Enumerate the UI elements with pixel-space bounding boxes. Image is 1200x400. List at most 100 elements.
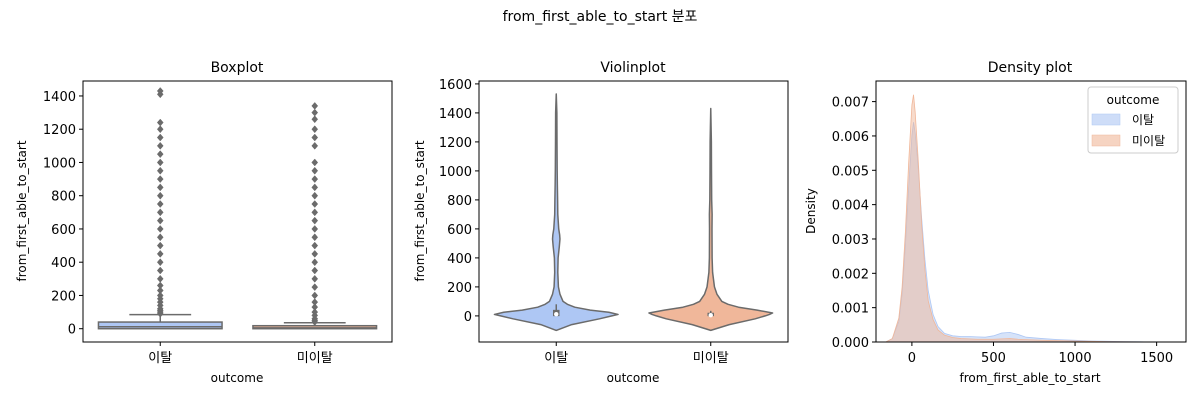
boxplot-panel: Boxplot outcome from_first_able_to_start… (15, 60, 393, 385)
density-xtick-label: 0 (908, 351, 916, 366)
boxplot-outlier (156, 158, 164, 167)
boxplot-outlier (156, 250, 164, 258)
boxplot-outlier (156, 125, 164, 134)
density-ytick-label: 0.004 (832, 199, 869, 214)
boxplot-outlier (156, 118, 164, 127)
violin-median-dot (708, 312, 713, 318)
boxplot-outlier (156, 266, 164, 275)
boxplot-outlier (311, 241, 319, 250)
density-ylabel: Density (804, 188, 818, 234)
violinplot-ylabel: from_first_able_to_start (413, 140, 427, 281)
boxplot-outlier (311, 225, 319, 233)
violinplot-ytick-label: 1600 (439, 78, 472, 93)
boxplot-outlier (156, 175, 164, 183)
boxplot-outlier (311, 266, 319, 275)
boxplot-outlier (311, 108, 319, 117)
boxplot-ylabel: from_first_able_to_start (15, 140, 29, 281)
density-ytick-label: 0.006 (832, 130, 869, 145)
violinplot-ytick-label: 400 (447, 252, 472, 267)
violin-body (648, 107, 774, 332)
density-xlabel: from_first_able_to_start (959, 371, 1100, 385)
violinplot-ytick-label: 600 (447, 223, 472, 238)
boxplot-outlier (311, 274, 319, 283)
boxplot-outlier (311, 200, 319, 208)
density-xtick-label: 1000 (1059, 351, 1092, 366)
boxplot-xtick-label: 이탈 (148, 351, 172, 366)
boxplot-outlier (156, 274, 164, 283)
boxplot-outlier (156, 141, 164, 150)
boxplot-outlier (311, 166, 319, 175)
density-area-series-2 (885, 94, 1173, 343)
boxplot-outlier (311, 141, 319, 150)
boxplot-ytick-label: 1000 (43, 156, 76, 171)
boxplot-outlier (311, 208, 319, 217)
violinplot-panel: Violinplot outcome from_first_able_to_st… (413, 60, 789, 385)
violinplot-ytick-label: 1200 (439, 136, 472, 151)
boxplot-outlier (156, 183, 164, 192)
boxplot-ytick-label: 600 (51, 223, 76, 238)
violinplot-ytick-label: 1400 (439, 107, 472, 122)
violinplot-ytick-label: 800 (447, 194, 472, 209)
boxplot-outlier (156, 291, 164, 300)
violinplot-ytick-label: 200 (447, 281, 472, 296)
boxplot-ytick-label: 1400 (43, 90, 76, 105)
boxplot-outlier (156, 208, 164, 217)
density-ytick-label: 0.005 (832, 164, 869, 179)
boxplot-outlier (311, 115, 319, 124)
figure-suptitle: from_first_able_to_start 분포 (503, 9, 698, 25)
boxplot-outlier (156, 281, 164, 290)
density-xtick-label: 500 (981, 351, 1006, 366)
boxplot-outlier (311, 291, 319, 300)
boxplot-outlier (311, 175, 319, 183)
boxplot-outlier (156, 191, 164, 200)
boxplot-ytick-label: 200 (51, 289, 76, 304)
density-title: Density plot (988, 60, 1073, 76)
boxplot-outlier (311, 250, 319, 258)
density-axes-frame (875, 80, 1187, 343)
boxplot-ytick-label: 400 (51, 256, 76, 271)
violin-body (493, 93, 619, 332)
boxplot-outlier (156, 166, 164, 175)
legend-label: 이탈 (1132, 113, 1154, 127)
boxplot-outlier (311, 125, 319, 134)
boxplot-outlier (311, 258, 319, 267)
violinplot-axes-frame (478, 80, 789, 343)
legend-swatch (1091, 134, 1121, 147)
boxplot-outlier (156, 225, 164, 233)
boxplot-xtick-label: 미이탈 (297, 351, 333, 366)
boxplot-outlier (311, 298, 319, 306)
boxplot-box (97, 321, 223, 330)
density-ytick-label: 0.001 (832, 302, 869, 317)
boxplot-outlier (311, 308, 319, 316)
boxplot-outlier (156, 133, 164, 142)
violinplot-xtick-label: 이탈 (544, 351, 568, 366)
legend-swatch (1091, 113, 1121, 126)
boxplot-outlier (311, 216, 319, 225)
boxplot-outlier (311, 183, 319, 192)
legend-title: outcome (1107, 93, 1160, 107)
violinplot-xtick-label: 미이탈 (693, 351, 729, 366)
boxplot-axes-frame (82, 80, 393, 343)
boxplot-outlier (156, 200, 164, 208)
density-panel: Density plot from_first_able_to_start De… (804, 60, 1187, 385)
violinplot-title: Violinplot (600, 60, 666, 76)
boxplot-ytick-label: 0 (68, 323, 76, 338)
boxplot-outlier (311, 158, 319, 167)
boxplot-outlier (156, 233, 164, 242)
density-ytick-label: 0.000 (832, 336, 869, 351)
boxplot-ytick-label: 1200 (43, 123, 76, 138)
density-xtick-label: 1500 (1140, 351, 1173, 366)
boxplot-xlabel: outcome (211, 371, 264, 385)
boxplot-outlier (156, 241, 164, 250)
boxplot-outlier (156, 258, 164, 267)
boxplot-outlier (311, 191, 319, 200)
boxplot-outlier (311, 303, 319, 311)
violinplot-xlabel: outcome (607, 371, 660, 385)
density-ytick-label: 0.003 (832, 233, 869, 248)
boxplot-title: Boxplot (211, 60, 264, 76)
violinplot-ytick-label: 1000 (439, 165, 472, 180)
violin-median-dot (554, 311, 559, 317)
density-ytick-label: 0.002 (832, 267, 869, 282)
